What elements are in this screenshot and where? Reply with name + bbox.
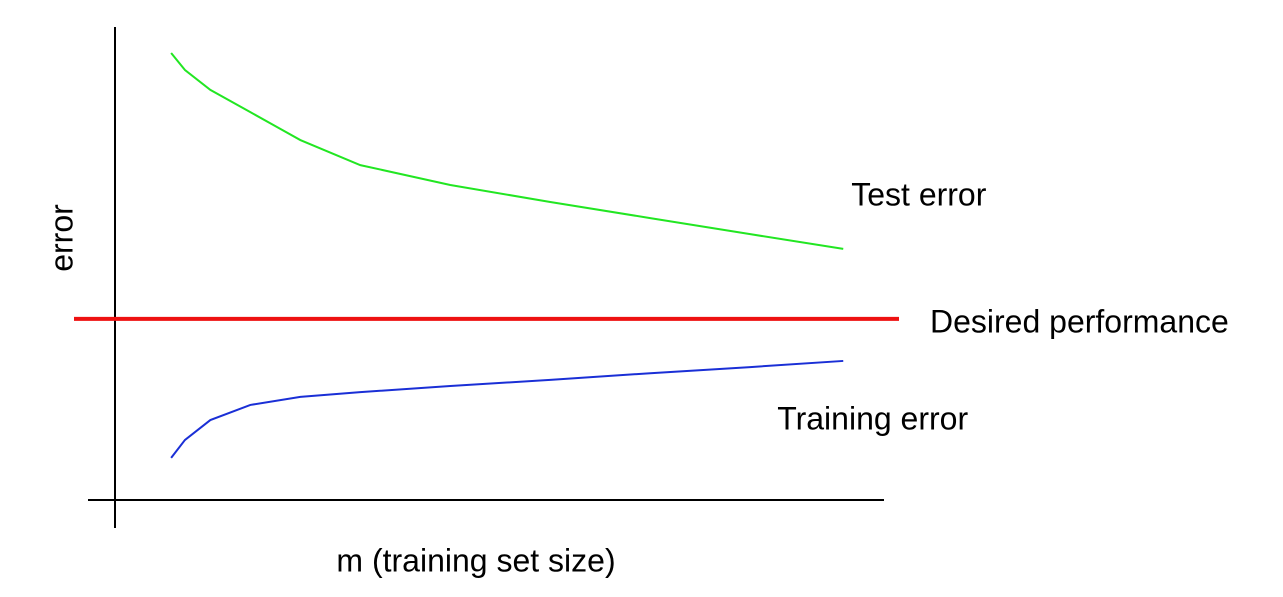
reference-label: Desired performance: [930, 303, 1229, 339]
y-axis-label: error: [43, 204, 79, 272]
series-label: Training error: [777, 400, 968, 436]
series-line: [170, 52, 844, 250]
series-line: [170, 359, 844, 459]
x-axis-label: m (training set size): [336, 542, 615, 578]
series-label: Test error: [851, 176, 986, 212]
